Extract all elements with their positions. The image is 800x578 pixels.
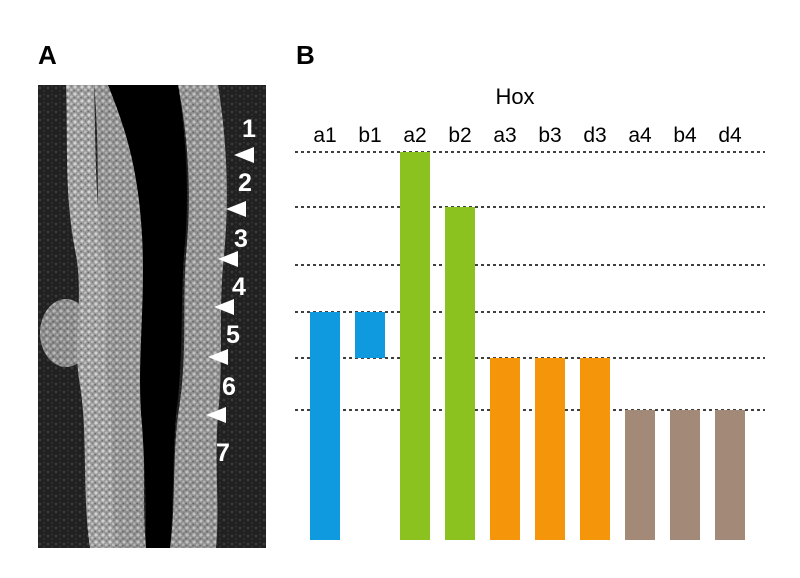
gene-label-b2: b2	[448, 124, 471, 147]
boundary-arrow-icon	[226, 201, 246, 217]
rhombomere-label-3: 3	[234, 225, 248, 253]
left-neural-wall	[66, 85, 116, 548]
boundary-arrow-icon	[214, 299, 234, 315]
hox-expression-diagram: Hox a1 b1 a2 b2 a3 b3 d3 a4 b4 d4	[295, 84, 765, 540]
hox-expression-bars	[310, 152, 745, 540]
gene-label-b1: b1	[358, 124, 381, 147]
gene-label-b3: b3	[538, 124, 561, 147]
hox-title: Hox	[495, 84, 534, 109]
gene-label-b4: b4	[673, 124, 697, 147]
right-lumen-wall	[170, 85, 227, 548]
boundary-arrow-icon	[218, 251, 238, 267]
rhombomere-boundary-arrows	[206, 147, 254, 423]
neural-tube-lumen	[108, 85, 187, 548]
left-lumen-wall	[94, 85, 147, 548]
expression-bar-a1	[310, 312, 340, 540]
boundary-arrow-icon	[234, 147, 254, 163]
expression-bar-d4	[715, 410, 745, 540]
expression-bar-a3	[490, 358, 520, 540]
rhombomere-label-7: 7	[216, 439, 230, 467]
expression-bar-d3	[580, 358, 610, 540]
gene-label-d4: d4	[718, 124, 742, 147]
gene-label-a4: a4	[628, 124, 652, 147]
gene-label-a1: a1	[313, 124, 336, 147]
expression-bar-a4	[625, 410, 655, 540]
expression-bar-b1	[355, 312, 385, 358]
boundary-arrow-icon	[206, 407, 226, 423]
panel-a-label: A	[38, 40, 57, 70]
gene-label-d3: d3	[583, 124, 606, 147]
rhombomere-label-1: 1	[242, 115, 256, 143]
otic-vesicle	[40, 299, 92, 367]
gene-label-a2: a2	[403, 124, 426, 147]
expression-bar-b2	[445, 207, 475, 540]
expression-bar-a2	[400, 152, 430, 540]
boundary-arrow-icon	[208, 349, 228, 365]
rhombomere-label-6: 6	[222, 373, 236, 401]
rhombomere-label-2: 2	[238, 169, 252, 197]
expression-bar-b4	[670, 410, 700, 540]
rhombomere-label-5: 5	[226, 321, 240, 349]
rhombomere-label-4: 4	[232, 273, 246, 301]
gene-label-a3: a3	[493, 124, 516, 147]
expression-bar-b3	[535, 358, 565, 540]
gene-labels: a1 b1 a2 b2 a3 b3 d3 a4 b4 d4	[313, 124, 742, 147]
panel-b-label: B	[296, 40, 315, 70]
hindbrain-micrograph: 1 2 3 4 5 6 7	[38, 85, 266, 548]
rhombomere-boundary-lines	[295, 151, 765, 411]
